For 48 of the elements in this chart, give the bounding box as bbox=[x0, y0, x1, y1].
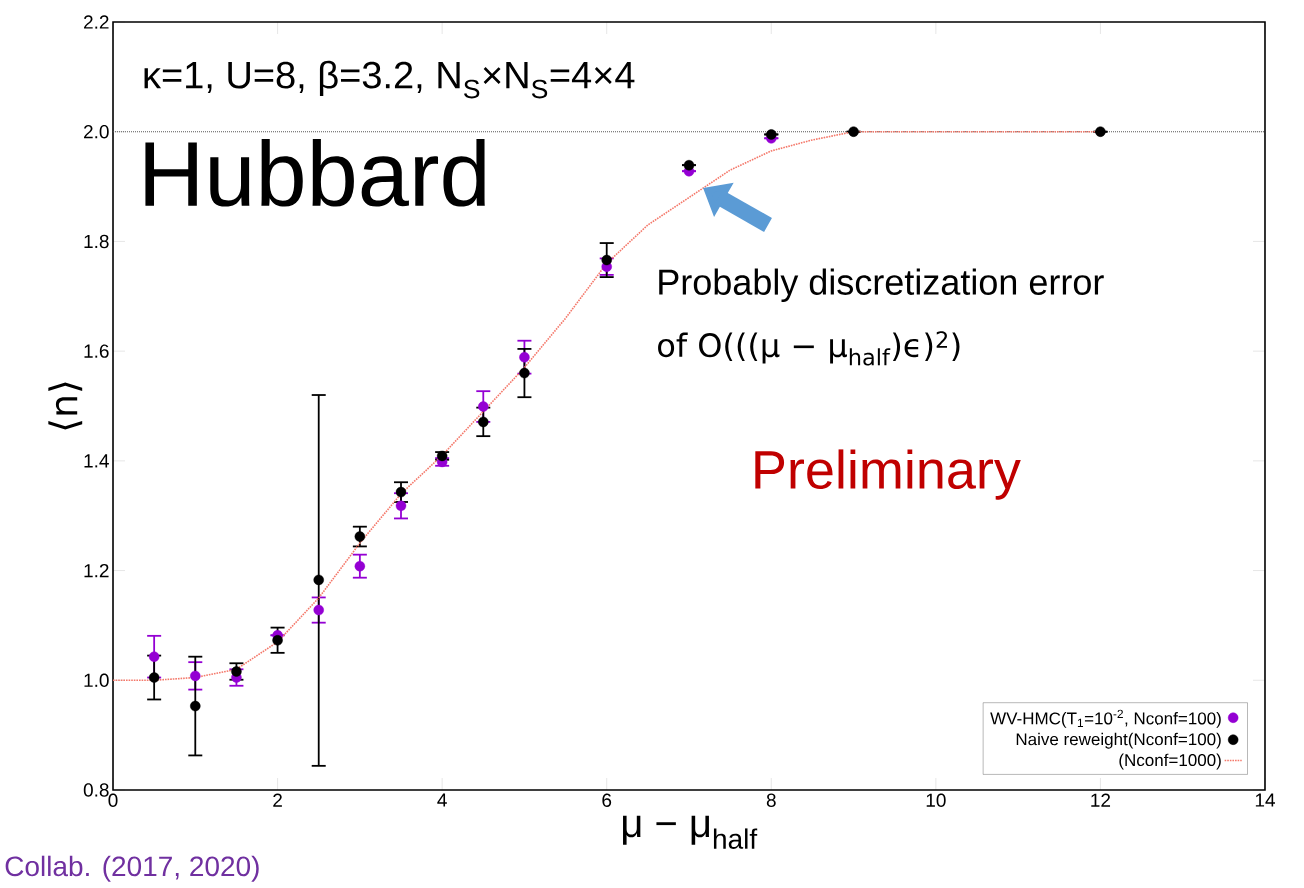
point bbox=[190, 670, 201, 682]
point bbox=[313, 574, 324, 586]
annotation: Preliminary bbox=[755, 449, 1021, 500]
point bbox=[313, 604, 324, 616]
legend-label: Naive reweight(Nconf=100) bbox=[1016, 732, 1221, 749]
point bbox=[1095, 126, 1106, 137]
point bbox=[601, 254, 612, 266]
text: Collab. (2017, 2020) bbox=[5, 855, 259, 882]
y-tick-label: 2.0 bbox=[84, 124, 109, 139]
legend-label: WV-HMC(T$_{1}$=10$^{-2}$, Nconf=100) bbox=[990, 709, 1221, 728]
annotation: Probably discretization error bbox=[659, 268, 1104, 303]
y-tick-label: 2.2 bbox=[84, 15, 109, 29]
point bbox=[519, 351, 530, 363]
annotation: κ=1, U=8, β=3.2, N$_{S}$×N$_{S}$=4×4 bbox=[144, 60, 635, 99]
x-tick-label: 8 bbox=[766, 793, 776, 807]
y-tick-label: 1.6 bbox=[84, 344, 109, 358]
point bbox=[478, 416, 489, 428]
x-axis-title: μ − μ$_{half}$ bbox=[623, 815, 758, 849]
y-tick-label: 0.8 bbox=[83, 783, 109, 797]
point bbox=[478, 401, 489, 412]
point bbox=[354, 531, 366, 542]
x-tick-label: 10 bbox=[926, 793, 946, 807]
point bbox=[519, 367, 530, 379]
point bbox=[766, 129, 777, 140]
point bbox=[272, 635, 283, 646]
point bbox=[354, 560, 366, 572]
y-tick-label: 1.8 bbox=[84, 234, 109, 249]
x-tick-label: 12 bbox=[1091, 793, 1111, 807]
point bbox=[683, 159, 695, 171]
annotation: Hubbard bbox=[145, 139, 485, 207]
y-tick-label: 1.0 bbox=[84, 673, 109, 687]
x-tick-label: 0 bbox=[108, 793, 118, 807]
x-tick-label: 4 bbox=[437, 793, 447, 807]
x-tick-label: 6 bbox=[602, 793, 612, 807]
x-tick-label: 2 bbox=[273, 793, 282, 807]
legend-label: (Nconf=1000) bbox=[1119, 753, 1221, 770]
y-tick-label: 1.4 bbox=[84, 454, 109, 468]
y-tick-label: 1.2 bbox=[84, 563, 109, 578]
point bbox=[190, 700, 201, 712]
y-axis-title: ⟨n⟩ bbox=[48, 382, 83, 430]
point bbox=[148, 672, 160, 683]
point bbox=[395, 486, 407, 498]
annotation: of O(((μ − μ$_{half}$)ϵ)$^{2}$) bbox=[658, 331, 960, 366]
point bbox=[395, 500, 407, 512]
x-tick-label: 14 bbox=[1255, 793, 1275, 807]
point bbox=[148, 651, 160, 662]
point bbox=[848, 126, 859, 137]
point bbox=[231, 666, 242, 677]
